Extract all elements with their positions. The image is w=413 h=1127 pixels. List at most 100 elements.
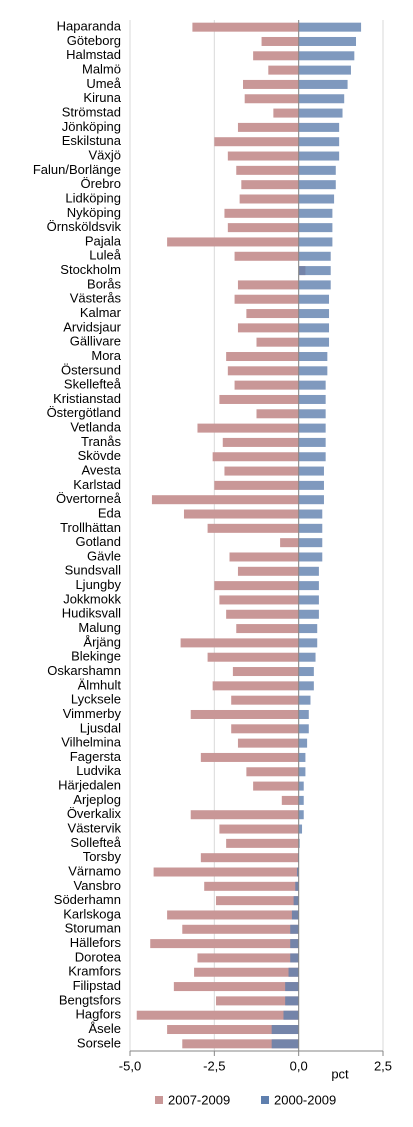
category-label: Sorsele bbox=[77, 1035, 121, 1050]
bar bbox=[298, 366, 328, 376]
category-label: Lycksele bbox=[71, 692, 121, 707]
category-label: Halmstad bbox=[66, 47, 121, 62]
category-label: Oskarshamn bbox=[47, 663, 121, 678]
category-label: Bengtsfors bbox=[59, 992, 122, 1007]
bar bbox=[239, 194, 299, 204]
bar bbox=[298, 752, 306, 762]
bar bbox=[298, 137, 340, 147]
category-label: Malung bbox=[78, 620, 121, 635]
bar bbox=[298, 380, 326, 390]
bar bbox=[261, 36, 299, 46]
bar bbox=[298, 795, 304, 805]
category-label: Växjö bbox=[88, 147, 121, 162]
category-label: Jönköping bbox=[62, 119, 121, 134]
bar bbox=[298, 36, 357, 46]
bar bbox=[298, 122, 340, 132]
category-label: Eda bbox=[98, 505, 122, 520]
bar bbox=[190, 709, 299, 719]
x-tick-label: 2,5 bbox=[374, 1058, 392, 1073]
bar bbox=[298, 681, 314, 691]
bar bbox=[231, 724, 299, 734]
bar bbox=[273, 108, 299, 118]
bar bbox=[227, 223, 299, 233]
bar bbox=[298, 595, 319, 605]
bar bbox=[298, 495, 324, 505]
category-label: Kiruna bbox=[83, 90, 121, 105]
category-label: Skellefteå bbox=[64, 377, 122, 392]
category-label: Härjedalen bbox=[58, 778, 121, 793]
bar bbox=[226, 838, 299, 848]
bar bbox=[298, 566, 319, 576]
bar bbox=[219, 824, 299, 834]
category-label: Karlstad bbox=[73, 477, 121, 492]
bar bbox=[237, 738, 299, 748]
category-label: Vilhelmina bbox=[61, 735, 122, 750]
category-label: Gällivare bbox=[70, 334, 121, 349]
bar bbox=[200, 853, 299, 863]
bar bbox=[298, 194, 335, 204]
bar bbox=[298, 838, 300, 848]
bar bbox=[298, 280, 331, 290]
bar bbox=[298, 151, 340, 161]
category-label: Gotland bbox=[75, 534, 121, 549]
bar bbox=[136, 1010, 299, 1020]
bar bbox=[236, 624, 299, 634]
bar bbox=[298, 180, 336, 190]
category-label: Stockholm bbox=[60, 262, 121, 277]
bar bbox=[290, 953, 299, 963]
category-label: Mora bbox=[91, 348, 121, 363]
category-label: Pajala bbox=[85, 233, 122, 248]
bar bbox=[271, 1039, 299, 1049]
category-label: Örebro bbox=[81, 176, 121, 191]
bar bbox=[293, 896, 299, 906]
bar bbox=[281, 795, 299, 805]
x-axis-label: pct bbox=[331, 1066, 349, 1081]
category-label: Östersund bbox=[61, 362, 121, 377]
bar bbox=[298, 337, 330, 347]
bar bbox=[214, 581, 299, 591]
bar bbox=[280, 538, 299, 548]
bar bbox=[227, 151, 299, 161]
bar bbox=[298, 165, 336, 175]
bar bbox=[234, 251, 299, 261]
bar bbox=[190, 810, 299, 820]
bar bbox=[234, 380, 299, 390]
bar bbox=[298, 409, 326, 419]
bar bbox=[268, 65, 299, 75]
category-label: Eskilstuna bbox=[62, 133, 122, 148]
category-label: Karlskoga bbox=[63, 906, 122, 921]
category-label: Strömstad bbox=[62, 105, 121, 120]
x-tick-label: 0,0 bbox=[290, 1058, 308, 1073]
category-label: Fagersta bbox=[70, 749, 122, 764]
bar bbox=[298, 452, 326, 462]
bar bbox=[226, 352, 299, 362]
bar bbox=[216, 996, 299, 1006]
category-label: Kalmar bbox=[80, 305, 122, 320]
bar bbox=[298, 466, 324, 476]
bar bbox=[298, 352, 328, 362]
legend-swatch bbox=[155, 1096, 163, 1104]
bar bbox=[237, 323, 299, 333]
bar bbox=[298, 22, 362, 32]
category-label: Ljusdal bbox=[80, 720, 121, 735]
category-label: Västervik bbox=[68, 820, 122, 835]
bar bbox=[212, 452, 299, 462]
x-tick-label: -2,5 bbox=[203, 1058, 225, 1073]
bar bbox=[298, 667, 314, 677]
bar bbox=[298, 79, 348, 89]
category-label: Sundsvall bbox=[65, 563, 121, 578]
bar bbox=[253, 781, 299, 791]
category-label: Värnamo bbox=[68, 863, 121, 878]
bar bbox=[298, 695, 311, 705]
bar bbox=[150, 939, 299, 949]
bar bbox=[256, 337, 299, 347]
category-label: Östergötland bbox=[47, 405, 121, 420]
bar bbox=[219, 394, 299, 404]
bar bbox=[298, 251, 331, 261]
bar bbox=[237, 566, 299, 576]
bar bbox=[298, 738, 308, 748]
bar bbox=[298, 237, 333, 247]
legend-label: 2007-2009 bbox=[168, 1092, 230, 1107]
bar bbox=[212, 681, 299, 691]
bar bbox=[298, 781, 304, 791]
